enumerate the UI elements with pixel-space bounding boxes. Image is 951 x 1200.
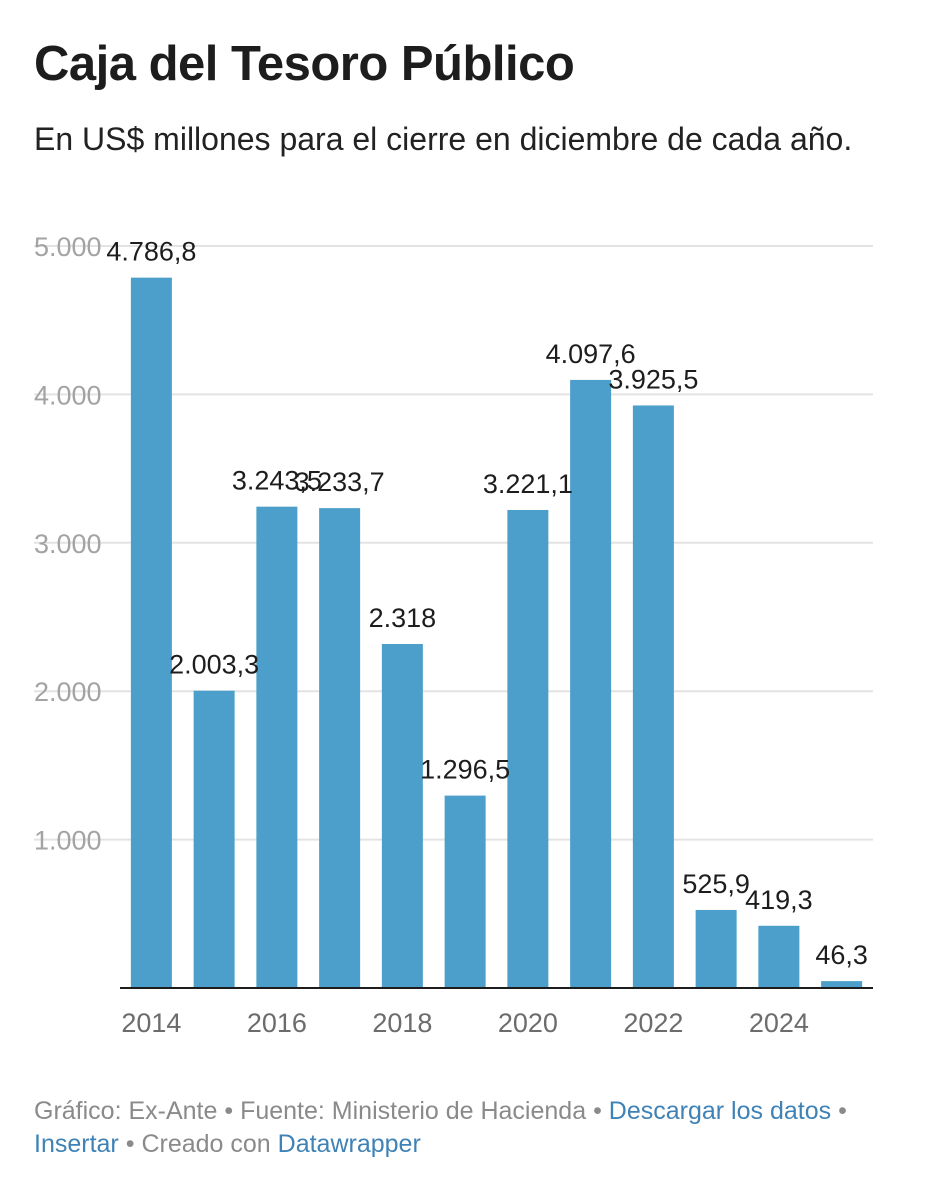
bar-2022[interactable]	[632, 405, 674, 988]
bar-chart: 1.000 2.000 3.000 4.000 5.000 4.786,8 2.003,3…	[34, 232, 873, 1038]
bar-2018[interactable]	[381, 644, 423, 988]
bar-2017[interactable]	[319, 508, 361, 988]
x-tick-label: 2016	[247, 1008, 307, 1038]
x-tick-label: 2018	[372, 1008, 432, 1038]
credit-text: Gráfico: Ex-Ante	[34, 1097, 218, 1125]
chart-subtitle: En US$ millones para el cierre en diciem…	[34, 121, 853, 157]
y-tick-label: 1.000	[34, 826, 102, 856]
footer-separator: •	[838, 1097, 847, 1125]
chart-footer: Gráfico: Ex-Ante • Fuente: Ministerio de…	[34, 1095, 914, 1161]
footer-separator: •	[593, 1097, 602, 1125]
data-label-2024: 419,3	[745, 885, 813, 915]
data-label-2023: 525,9	[682, 869, 750, 899]
data-labels: 4.786,8 2.003,3 3.243,53.233,7 2.318 1.296,5…	[106, 237, 868, 970]
bar-2023[interactable]	[695, 909, 737, 988]
embed-link[interactable]: Insertar	[34, 1130, 119, 1158]
data-label-2016: 3.243,5	[232, 466, 322, 496]
x-tick-label: 2020	[498, 1008, 558, 1038]
footer-separator: •	[224, 1097, 234, 1125]
y-tick-label: 5.000	[34, 232, 102, 262]
y-tick-label: 4.000	[34, 380, 102, 410]
bar-2019[interactable]	[444, 795, 486, 988]
download-data-link[interactable]: Descargar los datos	[608, 1097, 832, 1125]
data-label-2017: 3.233,7	[295, 467, 385, 497]
chart-title: Caja del Tesoro Público	[34, 37, 575, 91]
y-tick-label: 3.000	[34, 529, 102, 559]
data-label-2019: 1.296,5	[420, 755, 510, 785]
data-label-2018: 2.318	[369, 603, 437, 633]
y-tick-label: 2.000	[34, 677, 102, 707]
bar-2014[interactable]	[130, 277, 172, 988]
data-label-2021: 4.097,6	[546, 339, 636, 369]
bar-2025[interactable]	[821, 981, 863, 988]
data-label-2020: 3.221,1	[483, 469, 573, 499]
grid-lines	[34, 245, 873, 841]
x-tick-label: 2022	[623, 1008, 683, 1038]
bar-2024[interactable]	[758, 925, 800, 988]
bar-2020[interactable]	[507, 509, 549, 988]
data-label-2014: 4.786,8	[106, 237, 196, 267]
datawrapper-link[interactable]: Datawrapper	[277, 1130, 421, 1158]
source-text: Fuente: Ministerio de Hacienda	[240, 1097, 587, 1125]
x-axis-ticks: 2014 2016 2018 2020 2022 2024	[121, 1008, 809, 1038]
data-label-2022: 3.925,5	[608, 364, 698, 394]
bar-2021[interactable]	[570, 379, 612, 989]
bars	[130, 277, 863, 989]
created-with-text: Creado con	[141, 1130, 271, 1158]
bar-2016[interactable]	[256, 506, 298, 988]
bar-2015[interactable]	[193, 690, 235, 988]
y-axis-ticks: 1.000 2.000 3.000 4.000 5.000	[34, 232, 102, 856]
x-tick-label: 2014	[121, 1008, 181, 1038]
x-tick-label: 2024	[749, 1008, 809, 1038]
footer-separator: •	[125, 1130, 135, 1158]
data-label-2015: 2.003,3	[169, 650, 259, 680]
data-label-2025: 46,3	[815, 940, 868, 970]
